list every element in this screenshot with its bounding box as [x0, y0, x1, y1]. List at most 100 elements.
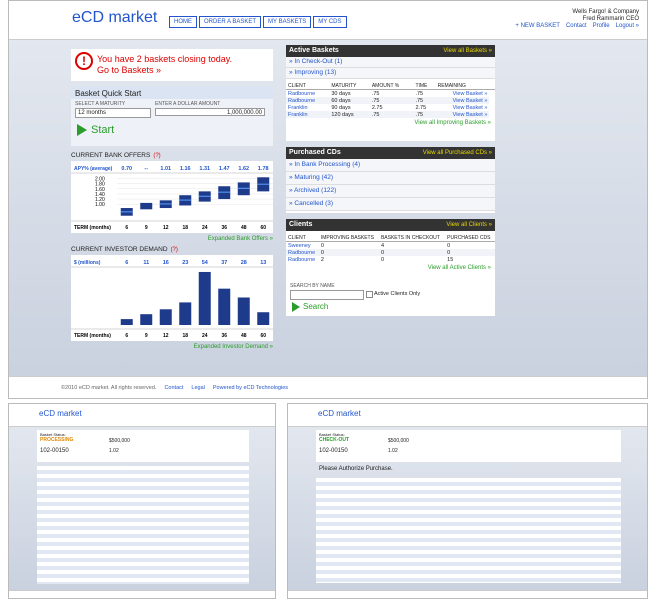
item[interactable]: » Archived (122)	[286, 185, 495, 198]
thumb-footer	[9, 590, 275, 598]
x-tick-label: 48	[241, 225, 247, 231]
cell: Radbourne	[288, 90, 316, 97]
header-link[interactable]: Contact	[565, 23, 587, 29]
baskets-table: CLIENT MATURITY AMOUNT % TIME REMAINING Radbo…	[286, 82, 495, 118]
row-link[interactable]: View Basket »	[452, 97, 488, 104]
amount-label: ENTER A DOLLAR AMOUNT	[155, 101, 221, 107]
row-link[interactable]: View Basket »	[452, 111, 488, 118]
panel-link[interactable]: View all Purchased CDs »	[422, 150, 492, 156]
amount-input[interactable]: 1,000,000.00	[155, 108, 265, 116]
improving-link[interactable]: View all Improving Baskets »	[414, 120, 491, 126]
thumb-content	[37, 466, 249, 584]
bar	[198, 271, 211, 325]
logo: eCD market	[72, 9, 158, 26]
row: Radbourne 0 0 0	[286, 249, 495, 256]
header-link[interactable]: Profile	[592, 23, 610, 29]
x-tick-label: 9	[145, 225, 148, 231]
chart-link[interactable]: Expanded Bank Offers »	[207, 236, 273, 242]
nav-item[interactable]: MY BASKETS	[263, 16, 312, 28]
value-label: 1.01	[160, 166, 171, 172]
chart-link[interactable]: Expanded Investor Demand »	[193, 344, 273, 350]
value-label: 1.78	[258, 166, 269, 172]
x-tick-label: 18	[182, 333, 188, 339]
panel-header: View all Baskets » Active Baskets	[286, 45, 495, 57]
y-tick-label: 1.40	[95, 192, 105, 198]
row: Franklin 120 days .75 .75 View Basket »	[286, 111, 495, 118]
panel-title: Purchased CDs	[289, 149, 341, 156]
cell: 0	[320, 249, 324, 256]
footer-link[interactable]: Powered by eCD Technologies	[212, 385, 288, 391]
header-link[interactable]: Logout »	[615, 23, 639, 29]
cell: Sweeney	[288, 242, 311, 249]
cell: 0	[447, 249, 451, 256]
column-header: CLIENT	[288, 234, 306, 241]
search-button[interactable]: Search	[303, 302, 329, 311]
checkbox[interactable]	[366, 291, 373, 298]
row-link[interactable]: View Basket »	[452, 90, 488, 97]
y-tick-label: 1.60	[95, 187, 105, 193]
header-row: CLIENT IMPROVING BASKETS BASKETS IN CHECKO…	[286, 234, 495, 242]
thumb-status-box	[316, 430, 621, 462]
cell: Franklin	[288, 104, 308, 111]
chart: $ (millions) TERM (months) 6 6 9 11 12 16 18 23 24…	[71, 255, 273, 341]
alert-link[interactable]: Go to Baskets »	[97, 65, 162, 75]
item[interactable]: » In Bank Processing (4)	[286, 159, 495, 172]
start-button[interactable]: Start	[91, 124, 115, 136]
group[interactable]: » Improving (13)	[286, 68, 495, 79]
x-tick-label: 24	[202, 225, 208, 231]
value-label: 23	[182, 260, 188, 266]
bar	[120, 319, 133, 325]
bank-offers: CURRENT BANK OFFERS (?) APY% (average) TERM…	[71, 152, 273, 242]
groups: » In Check-Out (1)» Improving (13)	[286, 57, 495, 79]
item[interactable]: » Cancelled (3)	[286, 198, 495, 211]
x-tick-label: 12	[163, 333, 169, 339]
value-label: 28	[241, 260, 247, 266]
panel-title: Clients	[289, 221, 313, 228]
bar	[140, 314, 153, 325]
bar	[218, 288, 231, 325]
footer-link[interactable]: Contact	[164, 385, 184, 391]
cell: 0	[380, 249, 384, 256]
x-tick-label: 60	[260, 333, 266, 339]
footer-link[interactable]: Legal	[191, 385, 205, 391]
thumb-status-label: Basket Status:	[40, 432, 66, 437]
quick-start: Basket Quick Start SELECT A MATURITY 12 …	[71, 86, 273, 146]
cell: 2.75	[415, 104, 427, 111]
search-input[interactable]	[290, 290, 364, 300]
column-header: MATURITY	[331, 82, 357, 89]
clients-link[interactable]: View all Active Clients »	[427, 265, 491, 271]
clients-table: CLIENT IMPROVING BASKETS BASKETS IN CHECKO…	[286, 234, 495, 263]
cell: .75	[371, 97, 380, 104]
value-label: 0.70	[121, 166, 132, 172]
item[interactable]: » Maturing (42)	[286, 172, 495, 185]
value-label: 1.31	[199, 166, 210, 172]
thumbnail-processing: eCD market Basket Status: PROCESSING 102-00…	[8, 403, 276, 599]
x-tick-label: 36	[221, 225, 227, 231]
maturity-select[interactable]: 12 months	[75, 108, 151, 118]
maturity-label: SELECT A MATURITY	[75, 101, 126, 107]
nav-item[interactable]: MY CDS	[313, 16, 347, 28]
cell: .75	[415, 97, 424, 104]
user: Fred Rammarin CEO	[582, 16, 639, 22]
purchased-cds: View all Purchased CDs » Purchased CDs » …	[286, 147, 495, 213]
column-header: CLIENT	[288, 82, 306, 89]
thumb-amount: $500,000	[109, 438, 130, 444]
cell: Radbourne	[288, 97, 316, 104]
chart: APY% (average)TERM (months)2.001.801.601…	[71, 161, 273, 233]
value-label: 11	[143, 260, 149, 266]
panel-link[interactable]: View all Baskets »	[443, 48, 492, 54]
row-label: $ (millions)	[74, 260, 101, 266]
panel-link[interactable]: View all Clients »	[446, 222, 492, 228]
thumb-id: 102-00150	[319, 448, 348, 454]
header-link[interactable]: + NEW BASKET	[515, 23, 560, 29]
row-link[interactable]: View Basket »	[452, 104, 488, 111]
group[interactable]: » In Check-Out (1)	[286, 57, 495, 68]
panel-title: Active Baskets	[289, 47, 339, 54]
cell: .75	[415, 111, 424, 118]
nav-item[interactable]: HOME	[169, 16, 197, 28]
copyright: ©2010 eCD market. All rights reserved.	[61, 385, 157, 391]
chart-title: CURRENT INVESTOR DEMAND	[71, 246, 168, 253]
thumb-logo: eCD market	[318, 409, 361, 418]
nav-item[interactable]: ORDER A BASKET	[199, 16, 262, 28]
thumb-message: Please Authorize Purchase.	[319, 466, 393, 472]
